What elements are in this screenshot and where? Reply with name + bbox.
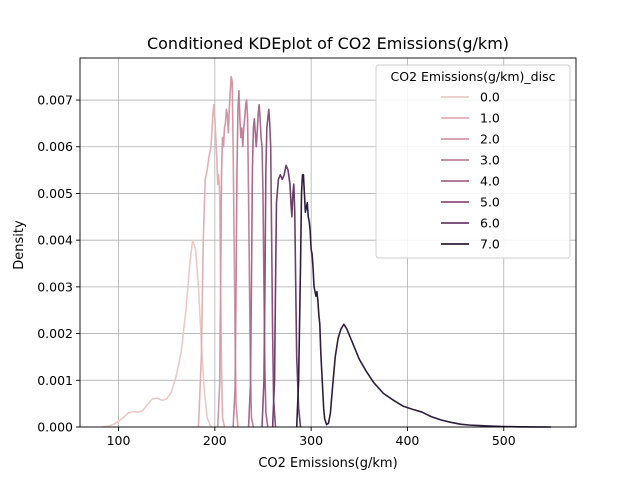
legend-label: 7.0 <box>480 237 500 252</box>
y-tick-label: 0.002 <box>37 326 73 341</box>
y-tick-label: 0.007 <box>37 93 73 108</box>
legend-entries: 0.0 1.0 2.0 3.0 4.0 5.0 6.0 7.0 <box>441 90 500 252</box>
x-tick-label: 300 <box>299 433 323 448</box>
y-tick-label: 0.005 <box>37 186 73 201</box>
x-axis-label: CO2 Emissions(g/km) <box>258 456 397 471</box>
legend-label: 5.0 <box>480 195 500 210</box>
x-tick-label: 400 <box>396 433 420 448</box>
kde-line-7-0 <box>295 173 551 428</box>
y-tick-label: 0.003 <box>37 279 73 294</box>
kde-line-6-0 <box>271 164 302 428</box>
kde-line-4-0 <box>247 103 269 428</box>
kde-line-5-0 <box>261 108 277 428</box>
y-tick-label: 0.006 <box>37 139 73 154</box>
kde-curves <box>102 75 551 428</box>
kde-line-3-0 <box>232 89 255 428</box>
legend-label: 6.0 <box>480 216 500 231</box>
x-tick-label: 100 <box>107 433 131 448</box>
kde-line-2-0 <box>216 75 239 428</box>
x-tick-label: 200 <box>203 433 227 448</box>
legend-box <box>375 64 571 259</box>
y-axis: 0.000 0.001 0.002 0.003 0.004 0.005 0.006 0.007 <box>37 93 80 435</box>
legend-label: 3.0 <box>480 153 500 168</box>
x-axis: 100 200 300 400 500 <box>107 427 516 448</box>
plot-frame <box>79 57 577 428</box>
legend-label: 0.0 <box>480 90 500 105</box>
y-axis-label: Density <box>12 220 27 270</box>
legend-label: 2.0 <box>480 132 500 147</box>
y-tick-label: 0.004 <box>37 233 73 248</box>
chart-title: Conditioned KDEplot of CO2 Emissions(g/k… <box>147 34 509 53</box>
legend: CO2 Emissions(g/km)_disc 0.0 1.0 2.0 3.0 4.0… <box>375 64 571 259</box>
x-tick-label: 500 <box>492 433 516 448</box>
legend-label: 1.0 <box>480 111 500 126</box>
y-tick-label: 0.000 <box>37 420 73 435</box>
legend-label: 4.0 <box>480 174 500 189</box>
y-tick-label: 0.001 <box>37 373 73 388</box>
kde-line-0-0 <box>102 239 212 428</box>
legend-title: CO2 Emissions(g/km)_disc <box>391 69 556 84</box>
